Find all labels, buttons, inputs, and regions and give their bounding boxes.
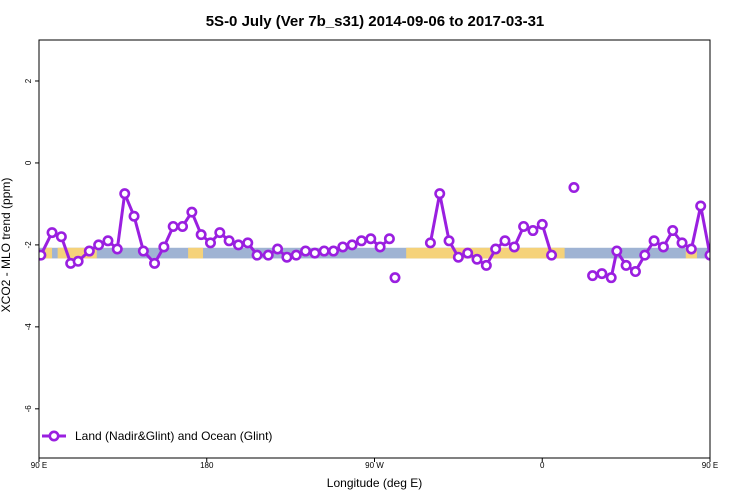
data-point bbox=[93, 239, 105, 251]
land-highlight-range bbox=[406, 247, 565, 259]
data-point bbox=[648, 235, 660, 247]
data-point bbox=[620, 259, 632, 271]
data-point bbox=[327, 245, 339, 257]
data-point bbox=[137, 245, 149, 257]
data-point bbox=[471, 253, 483, 265]
data-point bbox=[605, 272, 617, 284]
data-point bbox=[55, 231, 67, 243]
data-point bbox=[685, 243, 697, 255]
data-point bbox=[657, 241, 669, 253]
y-tick-label: -2 bbox=[24, 241, 33, 249]
data-point bbox=[337, 241, 349, 253]
x-tick-label: 0 bbox=[540, 461, 545, 470]
data-point bbox=[587, 270, 599, 282]
data-point bbox=[46, 227, 58, 239]
data-point bbox=[119, 188, 131, 200]
data-point bbox=[374, 241, 386, 253]
y-axis: 2 0 -2 -4 -6 bbox=[24, 78, 39, 412]
legend-label: Land (Nadir&Glint) and Ocean (Glint) bbox=[75, 429, 272, 443]
data-point bbox=[232, 239, 244, 251]
data-point bbox=[743, 257, 750, 265]
data-point bbox=[536, 218, 548, 230]
data-point bbox=[346, 239, 358, 251]
data-point bbox=[281, 251, 293, 263]
data-point bbox=[518, 220, 530, 232]
land-highlight-range bbox=[42, 247, 53, 259]
data-point bbox=[629, 266, 641, 278]
data-point bbox=[272, 243, 284, 255]
data-point bbox=[724, 233, 732, 241]
land-highlight-range bbox=[57, 247, 97, 259]
data-point bbox=[309, 247, 321, 259]
x-tick-label: 90 E bbox=[702, 461, 718, 470]
y-tick-label: 0 bbox=[24, 160, 33, 165]
data-point bbox=[527, 225, 539, 237]
data-point bbox=[424, 237, 436, 249]
data-point bbox=[111, 243, 123, 255]
data-point bbox=[262, 249, 274, 261]
data-point bbox=[149, 257, 161, 269]
data-point bbox=[462, 247, 474, 259]
data-point bbox=[214, 227, 226, 239]
data-point bbox=[434, 188, 446, 200]
data-point bbox=[546, 249, 558, 261]
data-point bbox=[242, 237, 254, 249]
data-point bbox=[204, 237, 216, 249]
data-point bbox=[734, 259, 742, 267]
plot-area bbox=[39, 182, 750, 284]
data-point bbox=[443, 235, 455, 247]
data-point bbox=[490, 243, 502, 255]
data-point bbox=[39, 249, 47, 261]
data-point bbox=[355, 235, 367, 247]
data-point bbox=[186, 206, 198, 218]
data-point bbox=[195, 229, 207, 241]
land-highlight-range bbox=[188, 247, 204, 259]
data-point bbox=[596, 268, 608, 280]
legend-marker-swatch bbox=[48, 430, 60, 442]
data-point bbox=[365, 233, 377, 245]
data-point bbox=[167, 220, 179, 232]
data-point bbox=[611, 245, 623, 257]
data-point bbox=[452, 251, 464, 263]
data-point bbox=[667, 225, 679, 237]
x-tick-label: 90 E bbox=[31, 461, 47, 470]
data-point bbox=[695, 200, 707, 212]
data-point bbox=[383, 233, 395, 245]
data-point bbox=[128, 210, 140, 222]
data-point bbox=[177, 220, 189, 232]
y-tick-label: -4 bbox=[24, 323, 33, 331]
x-tick-label: 180 bbox=[200, 461, 214, 470]
data-point bbox=[72, 255, 84, 267]
data-point bbox=[158, 241, 170, 253]
data-point bbox=[318, 245, 330, 257]
data-point bbox=[389, 272, 401, 284]
x-axis-title: Longitude (deg E) bbox=[327, 476, 422, 490]
data-point bbox=[676, 237, 688, 249]
data-point bbox=[639, 249, 651, 261]
data-point bbox=[300, 245, 312, 257]
y-tick-label: -6 bbox=[24, 405, 33, 413]
data-point bbox=[480, 259, 492, 271]
data-point bbox=[508, 241, 520, 253]
y-axis-title: XCO2 - MLO trend (ppm) bbox=[0, 178, 13, 313]
x-axis: 90 E 180 90 W 0 90 E bbox=[31, 458, 718, 470]
data-point bbox=[251, 249, 263, 261]
x-tick-label: 90 W bbox=[365, 461, 384, 470]
legend: Land (Nadir&Glint) and Ocean (Glint) bbox=[42, 429, 272, 443]
y-tick-label: 2 bbox=[24, 78, 33, 83]
data-point bbox=[83, 245, 95, 257]
data-point bbox=[568, 182, 580, 194]
data-point bbox=[290, 249, 302, 261]
data-point bbox=[102, 235, 114, 247]
data-point bbox=[499, 235, 511, 247]
mlo-reference-band bbox=[39, 247, 710, 259]
data-point bbox=[223, 235, 235, 247]
data-point bbox=[715, 228, 723, 236]
chart-title: 5S-0 July (Ver 7b_s31) 2014-09-06 to 201… bbox=[206, 13, 545, 30]
